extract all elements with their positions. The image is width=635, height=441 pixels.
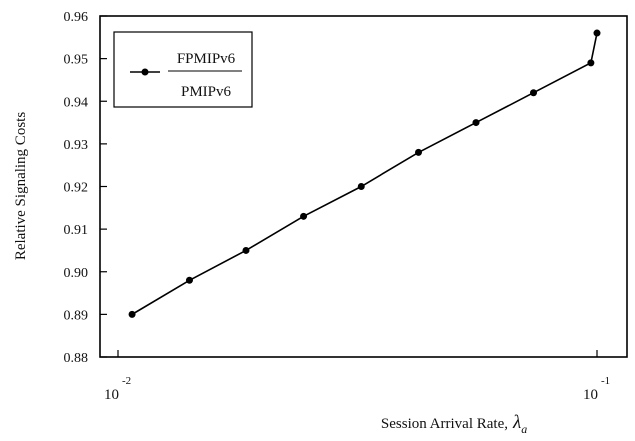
y-tick-label: 0.92 <box>64 181 89 196</box>
y-tick-label: 0.90 <box>64 266 89 281</box>
x-tick-label: 10 <box>583 387 598 403</box>
legend-label-numerator: FPMIPv6 <box>177 51 236 67</box>
legend: FPMIPv6 PMIPv6 <box>113 31 253 108</box>
data-point <box>593 29 601 37</box>
data-point <box>185 276 193 284</box>
y-tick-label: 0.91 <box>64 223 89 238</box>
y-tick-label: 0.93 <box>64 138 89 153</box>
series-line <box>131 32 598 316</box>
data-point <box>357 183 365 190</box>
x-tick-exponent: -2 <box>122 375 131 387</box>
legend-marker <box>141 68 149 76</box>
y-axis-title: Relative Signaling Costs <box>13 112 29 260</box>
y-tick-label: 0.88 <box>64 351 89 366</box>
x-axis-title: Session Arrival Rate, <box>381 416 508 432</box>
x-tick-label: 10 <box>104 387 119 403</box>
lambda-symbol: λ <box>512 412 521 433</box>
y-tick-label: 0.94 <box>64 95 89 110</box>
y-tick-label: 0.95 <box>64 53 89 68</box>
data-point <box>472 119 480 127</box>
legend-box <box>113 31 253 108</box>
lambda-subscript: a <box>521 422 527 436</box>
legend-label-denominator: PMIPv6 <box>181 84 232 100</box>
data-point <box>128 310 136 318</box>
y-tick-label: 0.89 <box>64 308 89 323</box>
x-axis-title-symbol: λa <box>512 412 527 436</box>
y-tick-label: 0.96 <box>64 10 89 25</box>
data-point <box>242 246 250 254</box>
data-point <box>587 59 595 67</box>
data-point <box>300 212 308 220</box>
data-point <box>415 148 423 156</box>
data-point <box>530 89 538 97</box>
series-layer <box>128 29 601 318</box>
y-axis-ticks: 0.88 0.89 0.90 0.91 0.92 0.93 0.94 0.95 0.96 <box>64 10 107 366</box>
x-axis-ticks: 10-210-1 <box>104 350 610 403</box>
x-tick-exponent: -1 <box>601 375 610 387</box>
